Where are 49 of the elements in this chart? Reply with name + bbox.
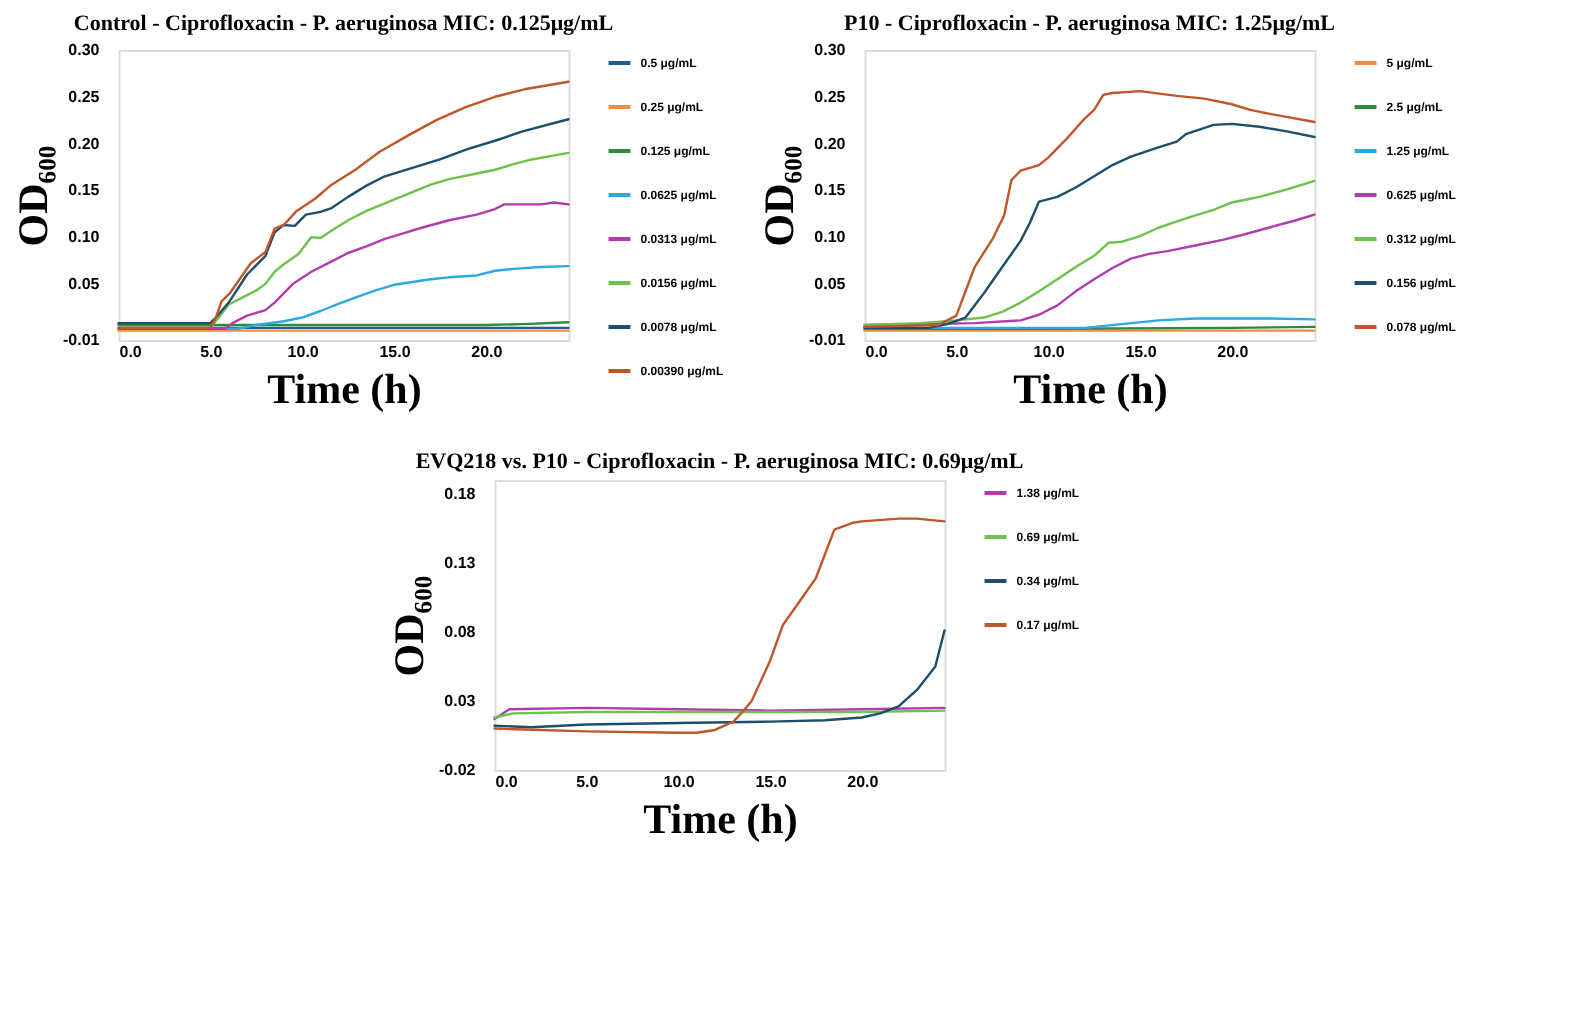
x-tick-label: 20.0 (471, 343, 504, 361)
x-tick-label: 20.0 (1217, 343, 1250, 361)
y-tick-label: 0.10 (814, 228, 847, 247)
chart-title: EVQ218 vs. P10 - Ciprofloxacin - P. aeruginosa MIC: 0.69μg/mL (415, 450, 1024, 474)
y-tick-label: 0.15 (814, 181, 847, 200)
x-tick-label: 5.0 (576, 773, 600, 791)
x-tick-label: 10.0 (663, 773, 696, 791)
x-tick-label: 0.0 (119, 343, 143, 361)
y-axis-title: OD₆₀₀ (755, 145, 804, 247)
y-tick-label: 0.25 (814, 87, 847, 106)
x-axis-title: Time (h) (1013, 365, 1168, 413)
y-tick-label: 0.08 (444, 622, 477, 641)
y-tick-label: 0.30 (814, 41, 847, 59)
x-tick-label: 15.0 (1125, 343, 1158, 361)
chart-title: P10 - Ciprofloxacin - P. aeruginosa MIC: 1.25μg/mL (844, 12, 1335, 36)
y-tick-label: 0.15 (68, 181, 101, 200)
y-axis-title: OD₆₀₀ (385, 575, 434, 677)
y-tick-label: -0.01 (809, 331, 847, 349)
y-tick-label: 0.13 (444, 553, 477, 572)
y-tick-label: -0.01 (63, 331, 101, 349)
y-tick-label: 0.10 (68, 228, 101, 247)
y-axis-title: OD₆₀₀ (9, 145, 58, 247)
x-axis-title: Time (h) (643, 795, 798, 843)
y-tick-label: 0.03 (444, 691, 477, 710)
x-tick-label: 0.0 (865, 343, 889, 361)
y-tick-label: 0.30 (68, 41, 101, 59)
line-series (117, 80, 570, 330)
x-axis-title: Time (h) (267, 365, 422, 413)
line-series (493, 629, 946, 729)
line-series (493, 517, 946, 734)
x-tick-label: 20.0 (847, 773, 880, 791)
chart-title: Control - Ciprofloxacin - P. aeruginosa MIC: 0.125μg/mL (73, 12, 614, 36)
y-tick-label: 0.25 (68, 87, 101, 106)
x-tick-label: 5.0 (946, 343, 970, 361)
line-series (117, 118, 570, 325)
line-series (863, 179, 1316, 327)
y-tick-label: 0.20 (68, 134, 101, 153)
x-tick-label: 5.0 (200, 343, 224, 361)
x-tick-label: 10.0 (1033, 343, 1066, 361)
x-tick-label: 10.0 (287, 343, 320, 361)
x-tick-label: 0.0 (495, 773, 519, 791)
y-tick-label: 0.05 (814, 274, 847, 293)
y-tick-label: 0.20 (814, 134, 847, 153)
y-tick-label: 0.18 (444, 484, 477, 503)
x-tick-label: 15.0 (755, 773, 788, 791)
y-tick-label: 0.05 (68, 274, 101, 293)
y-tick-label: -0.02 (439, 761, 477, 779)
x-tick-label: 15.0 (379, 343, 412, 361)
line-series (117, 201, 570, 330)
